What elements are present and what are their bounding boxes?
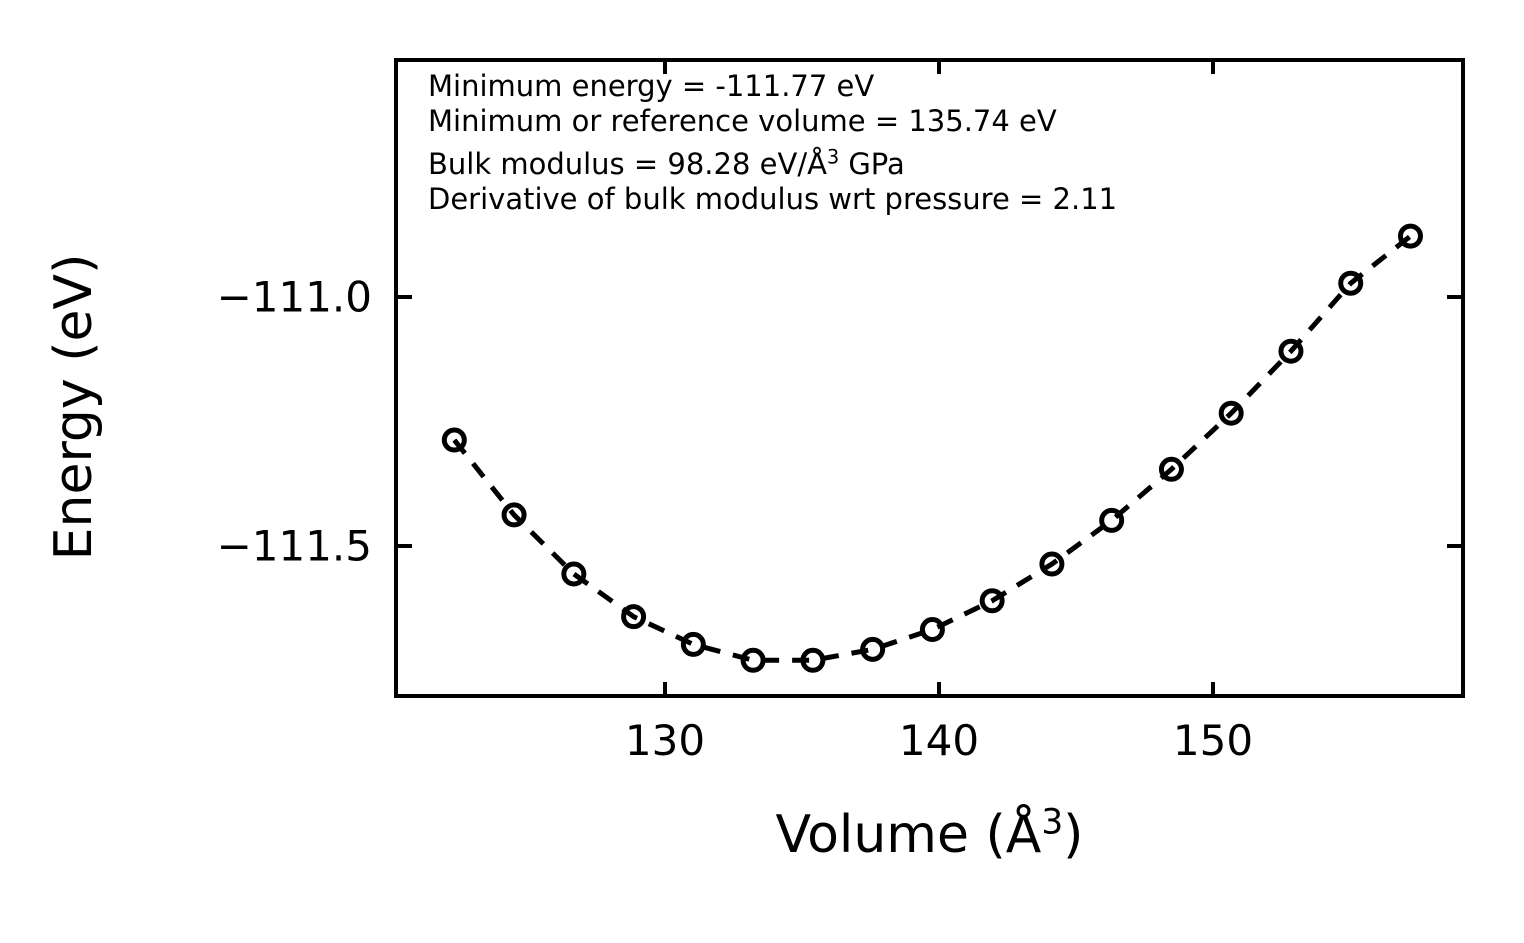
annotation-bulk-modulus-exponent: 3: [826, 145, 840, 169]
xtick-label: 140: [898, 716, 980, 765]
fit-results-annotation: Minimum energy = -111.77 eV Minimum or r…: [428, 72, 1248, 220]
annotation-minimum-volume: Minimum or reference volume = 135.74 eV: [428, 104, 1057, 138]
x-axis-label-suffix: ): [1063, 805, 1084, 865]
y-axis-label: Energy (eV): [44, 253, 104, 561]
ytick-label: −111.0: [216, 272, 372, 322]
annotation-bulk-modulus-suffix: GPa: [839, 147, 905, 181]
x-axis-label-exponent: 3: [1041, 802, 1064, 843]
y-axis-tick-labels: −111.0 −111.5: [100, 0, 372, 943]
annotation-minimum-energy: Minimum energy = -111.77 eV: [428, 69, 875, 103]
xtick-label: 150: [1172, 716, 1254, 765]
annotation-bulk-modulus-prefix: Bulk modulus = 98.28 eV/Å: [428, 147, 827, 181]
annotation-bulk-modulus-derivative: Derivative of bulk modulus wrt pressure …: [428, 182, 1118, 216]
ytick-label: −111.5: [216, 521, 372, 571]
xtick-label: 130: [624, 716, 706, 765]
x-axis-label: Volume (Å3): [394, 805, 1465, 865]
x-axis-label-prefix: Volume (Å: [775, 805, 1042, 865]
annotation-bulk-modulus: Bulk modulus = 98.28 eV/Å3 GPa: [428, 147, 1248, 181]
